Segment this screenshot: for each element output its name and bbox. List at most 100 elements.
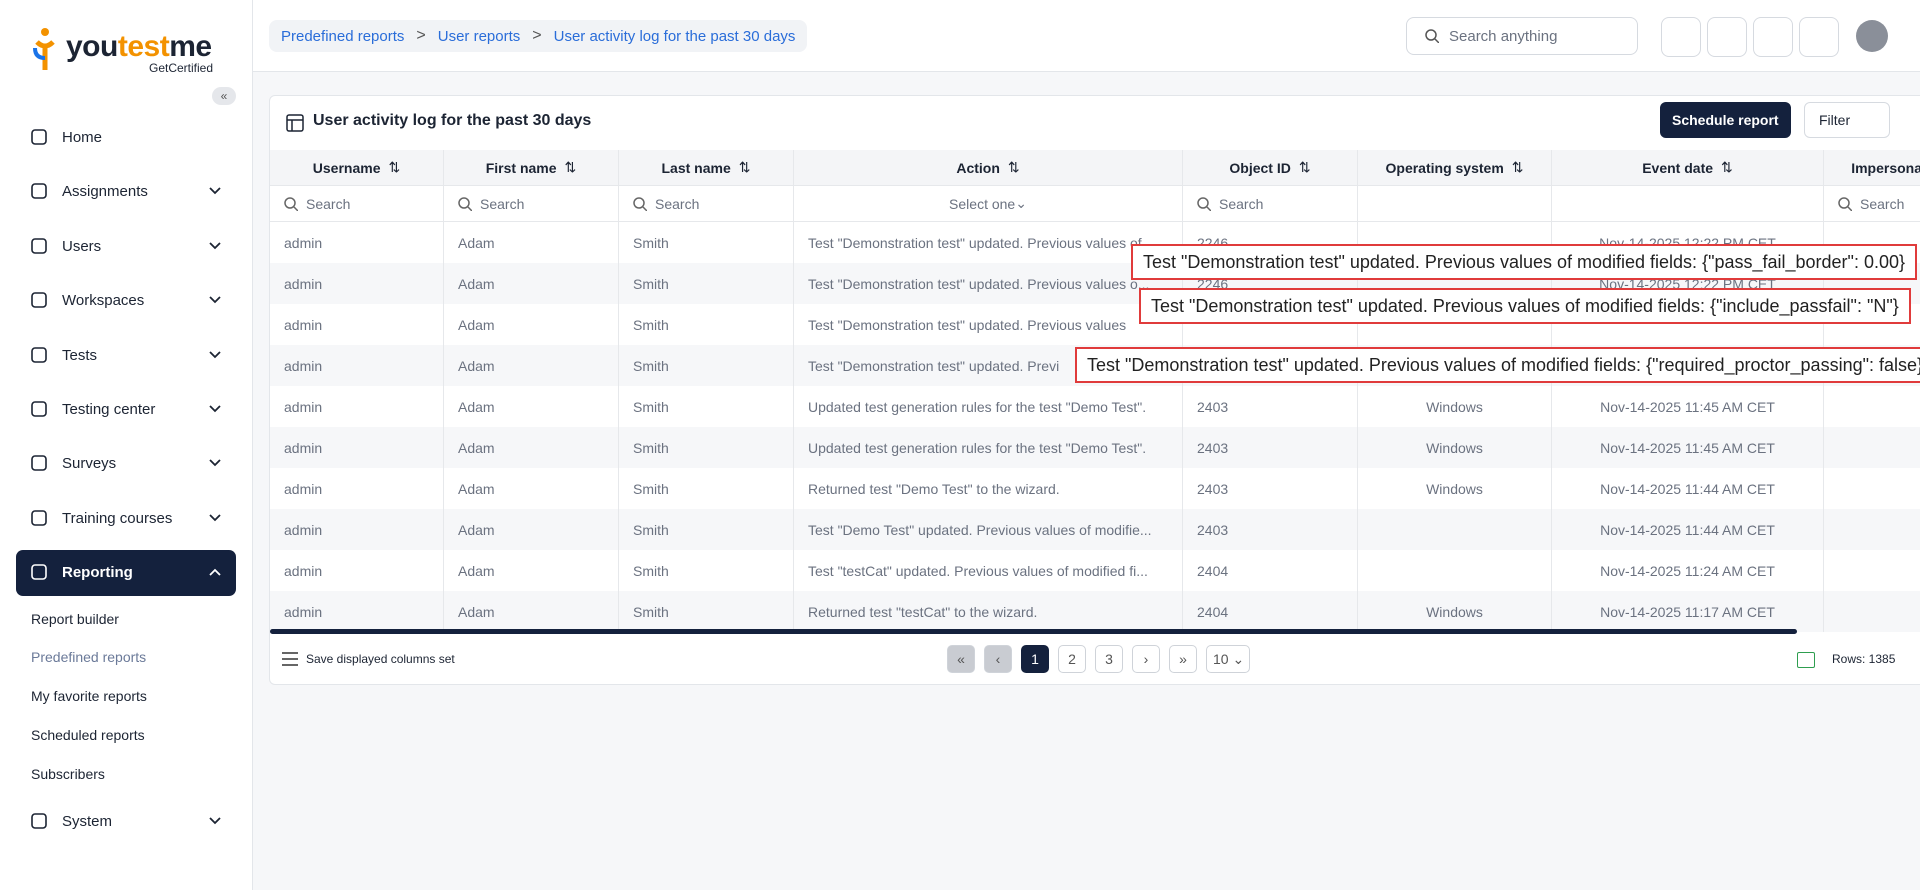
filter-placeholder: Search	[1860, 195, 1905, 212]
search-placeholder: Search anything	[1449, 27, 1558, 45]
column-header[interactable]: Impersona⇅	[1824, 150, 1920, 186]
play-button[interactable]	[1707, 17, 1747, 57]
table-cell: admin	[270, 550, 444, 591]
table-cell: 2403	[1183, 509, 1358, 550]
help-button[interactable]	[1661, 17, 1701, 57]
page-size[interactable]: 10 ⌄	[1206, 645, 1250, 673]
column-header[interactable]: Object ID ⇅	[1183, 150, 1358, 186]
logo-part: me	[169, 30, 212, 63]
table-cell	[1824, 386, 1920, 427]
table-cell: 2404	[1183, 550, 1358, 591]
table-cell	[1824, 591, 1920, 632]
column-title: Object ID	[1229, 159, 1291, 176]
nav-item[interactable]: Tests	[30, 344, 222, 366]
cell-text: Test "Demonstration test" updated. Previ	[808, 357, 1060, 374]
prev-page[interactable]: ‹	[984, 645, 1012, 673]
logo-subtitle: GetCertified	[149, 61, 214, 75]
page-button[interactable]: 1	[1021, 645, 1049, 673]
cell-text: 2403	[1197, 439, 1229, 456]
cell-text: Adam	[458, 316, 495, 333]
save-columns[interactable]: Save displayed columns set	[306, 652, 455, 666]
table-cell: admin	[270, 468, 444, 509]
cell-text: Windows	[1426, 439, 1483, 456]
filter-placeholder: Search	[306, 195, 351, 212]
cell-text: Test "Demonstration test" updated. Previ…	[808, 275, 1150, 292]
nav-label: Tests	[62, 346, 98, 364]
column-filter[interactable]	[1358, 186, 1552, 222]
table-cell: Adam	[444, 304, 619, 345]
column-header[interactable]: Event date ⇅	[1552, 150, 1824, 186]
last-page[interactable]: »	[1169, 645, 1197, 673]
tooltip: Test "Demonstration test" updated. Previ…	[1131, 244, 1917, 280]
nav-label: Users	[62, 237, 102, 255]
table-cell: Smith	[619, 222, 794, 263]
column-filter[interactable]: Search	[444, 186, 619, 222]
cell-text: 2403	[1197, 398, 1229, 415]
table-cell: Test "Demonstration test" updated. Previ…	[794, 304, 1183, 345]
table-cell: Smith	[619, 386, 794, 427]
cell-text: Smith	[633, 521, 669, 538]
column-header[interactable]: Username ⇅	[270, 150, 444, 186]
breadcrumb[interactable]: Predefined reports	[281, 27, 405, 45]
table-cell: admin	[270, 222, 444, 263]
schedule-button[interactable]: Schedule report	[1660, 102, 1791, 138]
global-search[interactable]: Search anything	[1406, 17, 1638, 55]
nav-item[interactable]: Training courses	[30, 507, 222, 529]
column-title: Username	[312, 159, 381, 176]
column-header[interactable]: Last name ⇅	[619, 150, 794, 186]
support-button[interactable]	[1753, 17, 1793, 57]
next-page[interactable]: ›	[1132, 645, 1160, 673]
column-title: Impersona	[1851, 159, 1920, 176]
nav-subitem[interactable]: Report builder	[31, 611, 119, 627]
filter-button[interactable]: Filter	[1804, 102, 1890, 138]
nav-item[interactable]: Testing center	[30, 398, 222, 420]
scrollbar[interactable]	[270, 629, 1797, 634]
avatar[interactable]	[1856, 20, 1888, 52]
nav-item[interactable]: Surveys	[30, 452, 222, 474]
logo-icon	[33, 28, 55, 70]
nav-subitem[interactable]: Scheduled reports	[31, 727, 145, 743]
table-cell: Test "Demonstration test" updated. Previ…	[794, 222, 1183, 263]
cell-text: 2404	[1197, 603, 1229, 620]
cell-text: Smith	[633, 234, 669, 251]
cell-text: Smith	[633, 480, 669, 497]
breadcrumb[interactable]: User reports	[437, 27, 521, 45]
cell-text: Nov-14-2025 11:24 AM CET	[1600, 562, 1775, 579]
first-page[interactable]: «	[947, 645, 975, 673]
excel-icon[interactable]	[1797, 652, 1815, 668]
table-cell: Windows	[1358, 591, 1552, 632]
cell-text: Updated test generation rules for the te…	[808, 398, 1147, 415]
nav-item[interactable]: Reporting	[30, 561, 222, 583]
nav-subitem[interactable]: Predefined reports	[31, 649, 147, 665]
notifications-button[interactable]	[1799, 17, 1839, 57]
column-header[interactable]: Action ⇅	[794, 150, 1183, 186]
table-cell	[1824, 468, 1920, 509]
column-filter[interactable]: Search	[1824, 186, 1920, 222]
nav-item[interactable]: Assignments	[30, 180, 222, 202]
column-header[interactable]: First name ⇅	[444, 150, 619, 186]
cell-text: 2403	[1197, 480, 1229, 497]
page-button[interactable]: 2	[1058, 645, 1086, 673]
column-header[interactable]: Operating system ⇅	[1358, 150, 1552, 186]
column-filter[interactable]: Search	[1183, 186, 1358, 222]
cell-text: admin	[284, 562, 323, 579]
cell-text: Windows	[1426, 480, 1483, 497]
column-filter[interactable]: Select one ⌄	[794, 186, 1183, 222]
page-button[interactable]: 3	[1095, 645, 1123, 673]
column-filter[interactable]	[1552, 186, 1824, 222]
nav-item[interactable]: Home	[30, 126, 222, 148]
nav-item[interactable]: Workspaces	[30, 289, 222, 311]
column-filter[interactable]: Search	[270, 186, 444, 222]
cell-text: Adam	[458, 603, 495, 620]
column-filter[interactable]: Search	[619, 186, 794, 222]
cell-text: admin	[284, 234, 323, 251]
cell-text: Nov-14-2025 11:45 AM CET	[1600, 439, 1775, 456]
table-cell: Adam	[444, 345, 619, 386]
breadcrumb[interactable]: User activity log for the past 30 days	[553, 27, 796, 45]
nav-subitem[interactable]: My favorite reports	[31, 688, 147, 704]
collapse-button[interactable]: «	[212, 87, 236, 105]
nav-subitem[interactable]: Subscribers	[31, 766, 105, 782]
nav-item[interactable]: Users	[30, 235, 222, 257]
report-card: User activity log for the past 30 days S…	[269, 95, 1920, 685]
nav-item[interactable]: System	[30, 810, 222, 832]
